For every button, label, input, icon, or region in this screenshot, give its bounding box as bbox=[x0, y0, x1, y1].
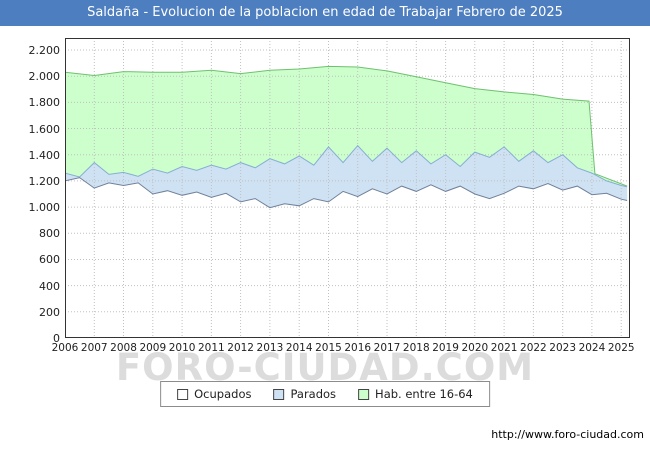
x-tick-label: 2014 bbox=[285, 342, 313, 354]
x-tick-label: 2019 bbox=[432, 342, 459, 354]
y-tick-label: 0 bbox=[53, 332, 60, 345]
x-tick-label: 2018 bbox=[402, 342, 430, 354]
x-tick-label: 2024 bbox=[578, 342, 606, 354]
y-tick-label: 800 bbox=[39, 227, 60, 241]
x-tick-label: 2022 bbox=[520, 342, 547, 354]
x-tick-label: 2009 bbox=[139, 342, 167, 354]
x-tick-label: 2023 bbox=[549, 342, 577, 354]
chart-title: Saldaña - Evolucion de la poblacion en e… bbox=[0, 0, 650, 26]
x-tick-label: 2025 bbox=[607, 342, 635, 354]
legend-swatch-ocupados bbox=[177, 388, 189, 400]
x-tick-label: 2017 bbox=[373, 342, 401, 354]
x-tick-label: 2011 bbox=[197, 342, 225, 354]
series-area-ocupados bbox=[65, 177, 628, 338]
y-tick-label: 600 bbox=[39, 253, 60, 267]
x-tick-label: 2021 bbox=[490, 342, 518, 354]
x-tick-label: 2016 bbox=[344, 342, 372, 354]
legend-label: Ocupados bbox=[194, 387, 252, 401]
legend-item-hab-entre-16-64: Hab. entre 16-64 bbox=[358, 387, 473, 401]
series-line-hab-entre-16-64 bbox=[65, 65, 628, 187]
series-line-ocupados bbox=[65, 177, 628, 209]
legend-item-ocupados: Ocupados bbox=[177, 387, 251, 401]
y-tick-label: 1.400 bbox=[28, 148, 61, 162]
x-tick-label: 2012 bbox=[227, 342, 254, 354]
series-line-parados bbox=[65, 144, 628, 188]
legend-swatch-hab-entre-16-64 bbox=[358, 388, 370, 400]
legend-label: Parados bbox=[290, 387, 337, 401]
legend-label: Hab. entre 16-64 bbox=[375, 387, 473, 401]
area-chart-svg bbox=[65, 38, 630, 338]
y-tick-label: 1.000 bbox=[28, 201, 61, 215]
legend-item-parados: Parados bbox=[273, 387, 336, 401]
x-tick-label: 2020 bbox=[461, 342, 489, 354]
plot-border bbox=[65, 38, 630, 338]
legend-swatch-parados bbox=[273, 388, 285, 400]
x-tick-label: 2008 bbox=[110, 342, 137, 354]
plot-area bbox=[65, 38, 630, 338]
y-tick-label: 1.200 bbox=[28, 174, 61, 188]
x-tick-label: 2013 bbox=[256, 342, 284, 354]
y-tick-label: 1.600 bbox=[28, 122, 61, 136]
y-tick-label: 2.200 bbox=[28, 44, 61, 57]
y-tick-label: 400 bbox=[39, 279, 60, 293]
x-tick-label: 2007 bbox=[80, 342, 108, 354]
x-tick-label: 2015 bbox=[315, 342, 342, 354]
footer-url: http://www.foro-ciudad.com bbox=[491, 428, 644, 441]
y-tick-label: 200 bbox=[39, 305, 60, 319]
y-tick-label: 1.800 bbox=[28, 96, 61, 110]
x-tick-label: 2006 bbox=[51, 342, 79, 354]
x-tick-label: 2010 bbox=[168, 342, 196, 354]
chart-legend: Ocupados Parados Hab. entre 16-64 bbox=[160, 381, 490, 407]
y-tick-label: 2.000 bbox=[28, 70, 61, 84]
